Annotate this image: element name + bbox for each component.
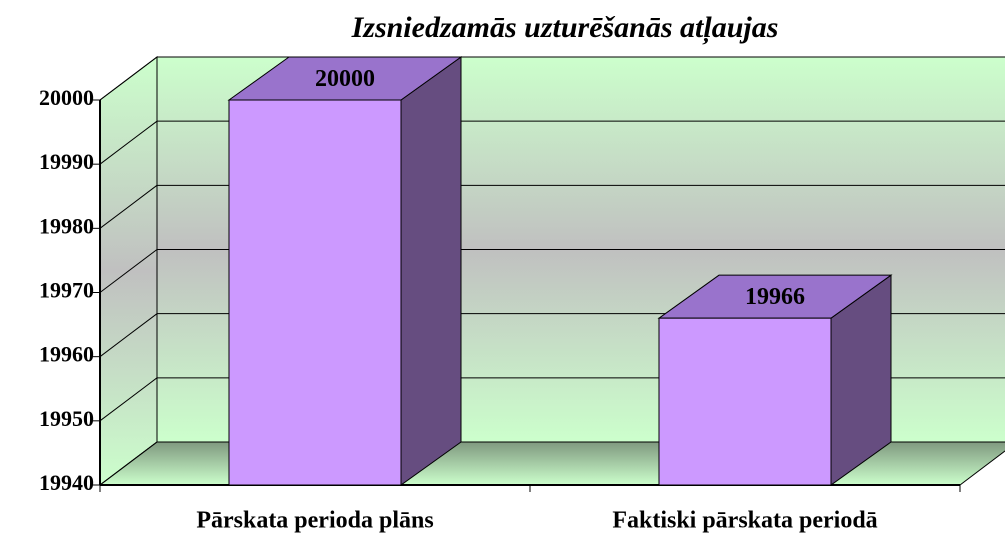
y-tick-label: 19950 bbox=[39, 406, 94, 431]
grid-line bbox=[99, 377, 158, 422]
grid-line bbox=[99, 249, 158, 293]
x-tick-label: Pārskata perioda plāns bbox=[196, 508, 433, 534]
x-tick-label: Faktiski pārskata periodā bbox=[612, 508, 877, 534]
y-tick-label: 19980 bbox=[39, 213, 94, 238]
grid-line bbox=[99, 184, 158, 229]
bar bbox=[228, 99, 402, 486]
data-label: 20000 bbox=[315, 66, 375, 92]
grid-line bbox=[99, 313, 158, 358]
y-tick-label: 19970 bbox=[39, 278, 94, 303]
y-tick-label: 19960 bbox=[39, 342, 94, 367]
grid-line bbox=[99, 56, 158, 101]
bar-side bbox=[400, 56, 462, 486]
bar bbox=[658, 317, 832, 486]
grid-line bbox=[99, 120, 158, 165]
y-tick-label: 19940 bbox=[39, 470, 94, 495]
chart-title: Izsniedzamās uzturēšanās atļaujas bbox=[351, 11, 779, 45]
data-label: 19966 bbox=[745, 284, 805, 310]
grid-line bbox=[99, 441, 158, 486]
y-tick-label: 20000 bbox=[39, 85, 94, 110]
y-tick-label: 19990 bbox=[39, 149, 94, 174]
